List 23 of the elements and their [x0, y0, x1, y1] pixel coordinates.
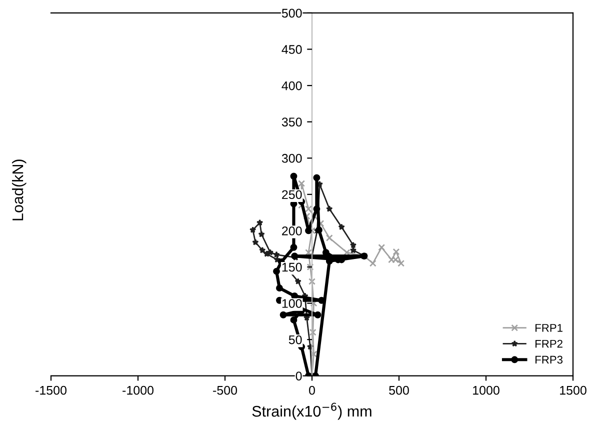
y-tick-label: 350: [282, 118, 302, 126]
y-tick-label: 450: [282, 45, 302, 54]
x-tick-label: -1000: [122, 386, 154, 395]
legend-label: FRP1: [536, 324, 562, 332]
y-axis-title: Load(kN): [12, 160, 26, 220]
x-tick-label: -1500: [36, 386, 66, 395]
y-tick-label: 200: [282, 226, 302, 236]
x-tick-label: 1500: [560, 386, 586, 395]
y-tick-label: 50: [288, 335, 302, 344]
x-tick-label: -500: [213, 386, 238, 395]
x-tick-label: 0: [309, 386, 315, 395]
y-tick-label: 150: [282, 262, 302, 272]
y-tick-label: 250: [282, 190, 302, 200]
x-tick-label: 500: [389, 386, 409, 395]
legend-label: FRP2: [536, 340, 562, 348]
x-axis-title: Strain(x10$^{−6}$) mm: [252, 402, 372, 420]
y-tick-label: 100: [282, 299, 302, 308]
y-tick-label: 500: [282, 8, 302, 18]
legend-label: FRP3: [536, 356, 563, 364]
y-tick-label: 0: [296, 372, 302, 380]
y-tick-label: 300: [282, 154, 302, 163]
x-tick-label: 1000: [473, 386, 500, 395]
y-tick-label: 400: [282, 81, 302, 90]
